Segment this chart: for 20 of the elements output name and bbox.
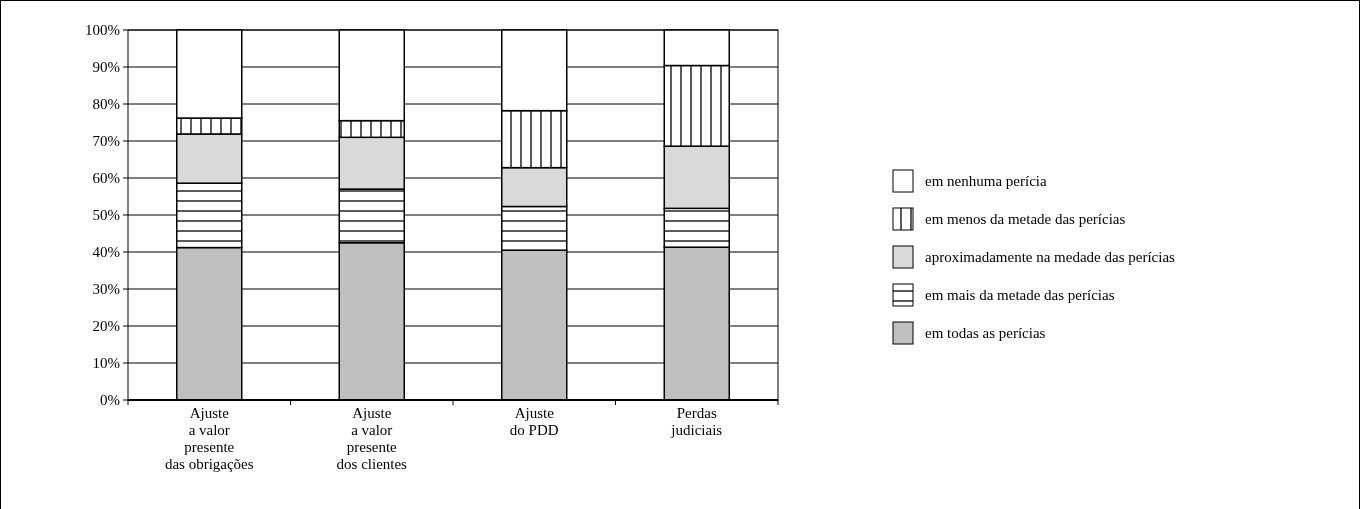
y-tick-label: 10% [92, 355, 120, 372]
legend-label: em todas as perícias [925, 325, 1046, 342]
y-tick-label: 30% [92, 281, 120, 298]
legend-label: em menos da metade das perícias [925, 211, 1126, 228]
x-tick-label: Ajuste a valor presente dos clientes [336, 405, 408, 472]
y-tick-label: 90% [92, 59, 120, 76]
y-tick-label: 100% [85, 22, 120, 39]
legend-label: em nenhuma perícia [925, 173, 1047, 190]
y-tick-label: 40% [92, 244, 120, 261]
x-tick-label: Perdas judiciais [670, 405, 723, 438]
legend-label: em mais da metade das perícias [925, 287, 1115, 304]
y-tick-label: 0% [100, 392, 120, 409]
y-tick-label: 80% [92, 96, 120, 113]
y-tick-label: 70% [92, 133, 120, 150]
y-tick-label: 50% [92, 207, 120, 224]
y-tick-label: 60% [92, 170, 120, 187]
x-tick-label: Ajuste a valor presente das obrigações [164, 405, 254, 472]
legend-label: aproximadamente na medade das perícias [925, 249, 1176, 266]
x-tick-label: Ajuste do PDD [509, 405, 559, 438]
y-tick-label: 20% [92, 318, 120, 335]
